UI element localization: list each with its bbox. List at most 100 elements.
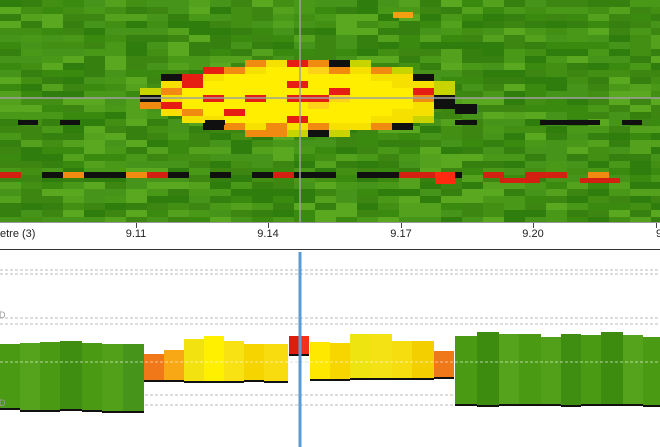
heatmap-cell — [0, 28, 21, 35]
heatmap-cell — [189, 49, 210, 56]
heatmap-cell — [126, 168, 147, 175]
heatmap-cell — [546, 189, 567, 196]
heatmap-cell — [399, 28, 420, 35]
axis-tick-label: 9.17 — [390, 228, 412, 240]
heatmap-cell — [168, 154, 189, 161]
heatmap-cell — [462, 56, 483, 63]
heatmap-cell — [105, 203, 126, 210]
heatmap-hot-cell — [203, 67, 224, 74]
heatmap-cell — [0, 217, 21, 222]
heatmap-cell — [189, 140, 210, 147]
heatmap-cell — [294, 7, 315, 14]
heatmap-dash — [540, 120, 600, 125]
heatmap-cell — [189, 56, 210, 63]
heatmap-cell — [525, 168, 546, 175]
heatmap-cell — [441, 21, 462, 28]
heatmap-cell — [84, 161, 105, 168]
heatmap-cell — [210, 140, 231, 147]
heatmap-cell — [126, 161, 147, 168]
heatmap-cell — [105, 56, 126, 63]
heatmap-cell — [441, 35, 462, 42]
heatmap-cell — [441, 70, 462, 77]
heatmap-cell — [105, 147, 126, 154]
heatmap-cell — [588, 91, 609, 98]
heatmap-cell — [441, 56, 462, 63]
heatmap-canvas[interactable] — [0, 0, 660, 222]
heatmap-cell — [63, 126, 84, 133]
heatmap-cell — [420, 126, 441, 133]
heatmap-cell — [420, 203, 441, 210]
heatmap-cell — [168, 133, 189, 140]
heatmap-cell — [525, 119, 546, 126]
heatmap-cell — [483, 14, 504, 21]
heatmap-cell — [630, 126, 651, 133]
heatmap-cell — [105, 133, 126, 140]
heatmap-cell — [84, 210, 105, 217]
heatmap-cell — [168, 14, 189, 21]
heatmap-cell — [189, 63, 210, 70]
heatmap-cell — [231, 182, 252, 189]
heatmap-cell — [546, 168, 567, 175]
heatmap-cell — [567, 0, 588, 7]
bar — [224, 341, 244, 383]
heatmap-cell — [357, 49, 378, 56]
heatmap-cell — [336, 175, 357, 182]
heatmap-cell — [63, 161, 84, 168]
heatmap-cell — [462, 91, 483, 98]
heatmap-cell — [567, 35, 588, 42]
heatmap-cell — [84, 63, 105, 70]
heatmap-cell — [462, 77, 483, 84]
heatmap-hot-cell — [266, 123, 287, 130]
heatmap-cell — [315, 189, 336, 196]
bar — [370, 334, 392, 380]
heatmap-cell — [315, 210, 336, 217]
bar-chart-panel[interactable]: D D — [0, 252, 660, 447]
heatmap-cell — [63, 0, 84, 7]
heatmap-cell — [651, 14, 660, 21]
heatmap-hot-cell — [392, 88, 413, 95]
heatmap-hot-cell — [182, 88, 203, 95]
heatmap-cell — [42, 21, 63, 28]
heatmap-cell — [609, 154, 630, 161]
heatmap-cell — [483, 91, 504, 98]
heatmap-hot-cell — [161, 81, 182, 88]
heatmap-cell — [378, 14, 399, 21]
heatmap-cell — [504, 182, 525, 189]
heatmap-cell — [462, 217, 483, 222]
heatmap-hot-cell — [329, 116, 350, 123]
bar — [144, 354, 164, 382]
bar-chart-canvas[interactable] — [0, 252, 660, 447]
heatmap-cell — [462, 42, 483, 49]
heatmap-panel[interactable] — [0, 0, 660, 222]
heatmap-cell — [546, 49, 567, 56]
heatmap-cell — [63, 91, 84, 98]
heatmap-cell — [483, 217, 504, 222]
heatmap-cell — [273, 203, 294, 210]
heatmap-cell — [630, 161, 651, 168]
heatmap-cell — [588, 21, 609, 28]
heatmap-cell — [63, 7, 84, 14]
heatmap-cell — [210, 161, 231, 168]
heatmap-cell — [147, 154, 168, 161]
heatmap-cell — [168, 49, 189, 56]
heatmap-hot-cell — [413, 88, 434, 95]
heatmap-cell — [357, 56, 378, 63]
heatmap-cell — [126, 105, 147, 112]
heatmap-hot-cell — [224, 123, 245, 130]
heatmap-cell — [504, 70, 525, 77]
heatmap-cell — [357, 147, 378, 154]
heatmap-cell — [126, 7, 147, 14]
heatmap-hot-cell — [287, 102, 308, 109]
heatmap-cell — [21, 112, 42, 119]
heatmap-cell — [630, 203, 651, 210]
heatmap-cell — [294, 217, 315, 222]
heatmap-cell — [525, 63, 546, 70]
heatmap-hot-cell — [287, 116, 308, 123]
heatmap-cell — [483, 147, 504, 154]
heatmap-hot-cell — [350, 67, 371, 74]
heatmap-cell — [462, 133, 483, 140]
heatmap-cell — [462, 126, 483, 133]
heatmap-stripe-cell — [483, 172, 504, 178]
heatmap-hot-cell — [266, 130, 287, 137]
heatmap-cell — [168, 42, 189, 49]
